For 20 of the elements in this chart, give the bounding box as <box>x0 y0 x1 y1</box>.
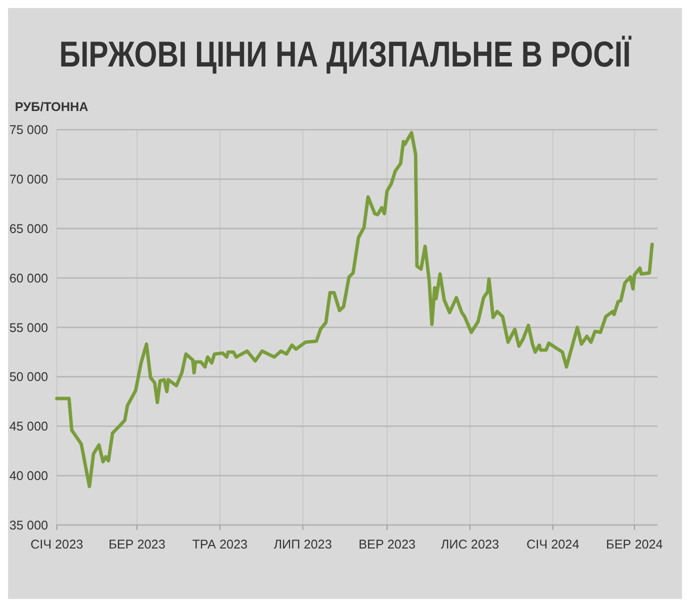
y-tick-label: 55 000 <box>9 320 48 335</box>
y-tick-label: 50 000 <box>9 370 48 384</box>
x-tick-label: БЕР 2024 <box>606 537 663 552</box>
x-tick-label: БЕР 2023 <box>108 537 166 552</box>
y-tick-label: 35 000 <box>9 518 48 532</box>
x-tick-label: ВЕР 2023 <box>358 537 416 552</box>
x-tick-label: ЛИП 2023 <box>274 537 332 552</box>
line-series <box>55 130 654 488</box>
y-tick-label: 65 000 <box>9 222 48 236</box>
y-tick-label: 45 000 <box>9 420 48 434</box>
x-tick-label: ТРА 2023 <box>192 537 248 552</box>
y-axis-title: РУБ/ТОННА <box>14 100 88 114</box>
y-tick-label: 70 000 <box>9 172 48 187</box>
x-tick-label: СІЧ 2023 <box>30 537 84 552</box>
y-tick-label: 60 000 <box>9 271 48 286</box>
y-tick-label: 75 000 <box>9 123 48 138</box>
y-tick-label: 40 000 <box>9 469 48 484</box>
x-tick-label: СІЧ 2024 <box>526 537 580 552</box>
x-tick-label: ЛИС 2023 <box>440 537 500 552</box>
chart-title: БІРЖОВІ ЦІНИ НА ДИЗПАЛЬНЕ В РОСІЇ <box>59 34 632 74</box>
